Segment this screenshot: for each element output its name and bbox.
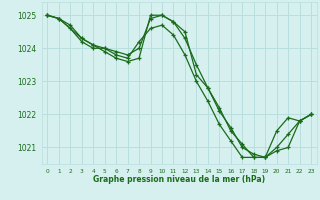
- X-axis label: Graphe pression niveau de la mer (hPa): Graphe pression niveau de la mer (hPa): [93, 175, 265, 184]
